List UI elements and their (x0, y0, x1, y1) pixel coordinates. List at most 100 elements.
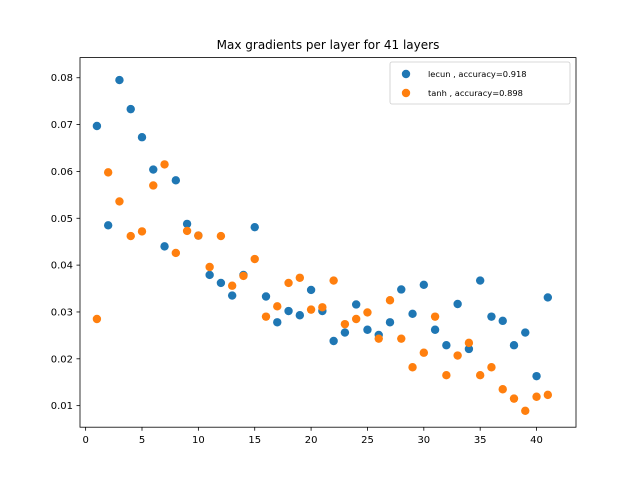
data-point-tanh-38 (509, 394, 519, 403)
data-point-tanh-35 (475, 371, 485, 380)
data-point-lecun-32 (442, 341, 451, 350)
data-point-lecun-24 (351, 300, 361, 309)
x-tick-label: 25 (361, 435, 374, 446)
data-point-tanh-41 (543, 390, 553, 400)
y-tick-label: 0.01 (51, 401, 73, 412)
data-point-lecun-9 (182, 219, 192, 229)
data-point-lecun-5 (137, 133, 147, 142)
data-point-lecun-41 (543, 293, 553, 302)
data-point-lecun-1 (92, 121, 102, 131)
data-point-tanh-36 (487, 363, 496, 372)
data-point-lecun-28 (397, 285, 406, 294)
data-point-lecun-19 (295, 311, 305, 320)
plot-frame (79, 57, 577, 428)
data-point-lecun-37 (498, 316, 507, 326)
data-point-tanh-1 (92, 314, 102, 324)
data-point-lecun-8 (171, 176, 181, 185)
data-point-tanh-32 (442, 371, 451, 380)
data-point-lecun-25 (363, 325, 372, 334)
x-tick-label: 35 (474, 435, 487, 446)
data-point-lecun-31 (430, 325, 440, 334)
data-point-lecun-3 (115, 75, 124, 85)
data-point-tanh-6 (149, 181, 158, 190)
data-point-lecun-17 (273, 318, 282, 327)
x-tick-label: 40 (530, 435, 543, 446)
y-tick-label: 0.03 (51, 307, 73, 318)
data-point-lecun-7 (160, 242, 169, 251)
legend-box (389, 61, 571, 105)
data-point-tanh-28 (397, 334, 406, 343)
data-point-tanh-24 (351, 314, 361, 324)
data-point-tanh-25 (363, 308, 372, 317)
data-point-tanh-30 (419, 348, 429, 357)
data-point-lecun-18 (284, 306, 293, 316)
x-tick-label: 10 (192, 435, 205, 446)
data-point-tanh-9 (182, 226, 192, 236)
chart-title: Max gradients per layer for 41 layers (217, 38, 440, 52)
data-point-tanh-15 (250, 254, 259, 264)
data-point-tanh-8 (171, 248, 181, 258)
x-tick-label: 0 (82, 435, 88, 446)
data-point-lecun-4 (126, 104, 135, 114)
y-tick-label: 0.05 (51, 214, 73, 225)
data-point-tanh-31 (430, 312, 440, 321)
y-tick-label: 0.08 (51, 73, 73, 84)
legend: lecun , accuracy=0.918 tanh , accuracy=0… (389, 61, 571, 105)
data-point-lecun-29 (408, 309, 417, 319)
data-point-tanh-26 (374, 334, 383, 343)
data-point-lecun-20 (306, 285, 316, 295)
data-point-tanh-11 (205, 262, 214, 272)
data-point-tanh-4 (126, 231, 135, 241)
data-point-tanh-12 (216, 231, 226, 241)
x-tick-label: 20 (305, 435, 318, 446)
legend-label-lecun: lecun , accuracy=0.918 (428, 69, 527, 79)
data-point-tanh-27 (385, 296, 395, 305)
data-point-tanh-14 (239, 271, 248, 281)
x-tick-label: 15 (248, 435, 261, 446)
data-point-tanh-3 (115, 197, 124, 206)
legend-marker-lecun (401, 69, 411, 79)
data-point-tanh-40 (532, 392, 541, 401)
data-point-tanh-34 (464, 338, 474, 348)
data-point-tanh-13 (227, 281, 237, 290)
legend-marker-tanh (401, 88, 411, 98)
data-point-lecun-11 (205, 270, 214, 280)
data-point-tanh-18 (284, 278, 293, 288)
data-point-lecun-15 (250, 222, 259, 232)
data-point-lecun-30 (419, 280, 429, 289)
data-point-tanh-23 (340, 319, 350, 329)
data-point-lecun-13 (227, 291, 237, 300)
data-point-tanh-2 (103, 168, 113, 177)
data-point-lecun-27 (385, 318, 395, 327)
data-point-lecun-16 (261, 292, 271, 301)
data-point-tanh-10 (194, 231, 203, 240)
y-tick-label: 0.07 (51, 120, 73, 131)
data-point-tanh-17 (273, 302, 282, 311)
data-point-tanh-19 (295, 273, 305, 282)
data-point-tanh-20 (306, 305, 316, 314)
y-tick-label: 0.02 (51, 354, 73, 365)
data-point-lecun-40 (532, 371, 541, 381)
data-point-tanh-22 (329, 276, 338, 285)
data-point-tanh-33 (453, 351, 462, 360)
data-point-lecun-38 (509, 341, 519, 350)
y-tick-label: 0.04 (51, 261, 73, 272)
y-tick-label: 0.06 (51, 167, 73, 178)
data-point-lecun-22 (329, 336, 338, 346)
data-point-lecun-2 (103, 221, 113, 230)
data-point-lecun-35 (475, 276, 485, 285)
x-tick-label: 5 (139, 435, 145, 446)
legend-label-tanh: tanh , accuracy=0.898 (428, 88, 523, 98)
data-point-tanh-37 (498, 385, 507, 394)
x-tick-label: 30 (417, 435, 430, 446)
data-point-tanh-29 (408, 363, 417, 372)
data-point-lecun-34 (464, 344, 474, 354)
data-point-lecun-12 (216, 278, 226, 288)
data-point-tanh-7 (160, 160, 169, 169)
data-point-lecun-36 (487, 312, 496, 321)
data-point-tanh-16 (261, 312, 271, 321)
data-point-tanh-21 (318, 303, 327, 312)
data-point-lecun-39 (521, 328, 530, 337)
data-point-lecun-23 (340, 328, 350, 337)
